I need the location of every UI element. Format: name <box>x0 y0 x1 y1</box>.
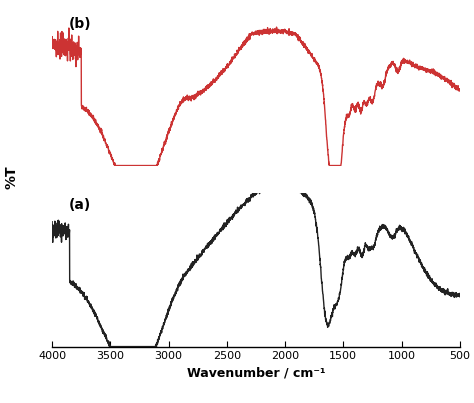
Text: %T: %T <box>5 166 19 189</box>
X-axis label: Wavenumber / cm⁻¹: Wavenumber / cm⁻¹ <box>187 367 325 380</box>
Text: (b): (b) <box>68 17 91 31</box>
Text: (a): (a) <box>68 198 91 212</box>
